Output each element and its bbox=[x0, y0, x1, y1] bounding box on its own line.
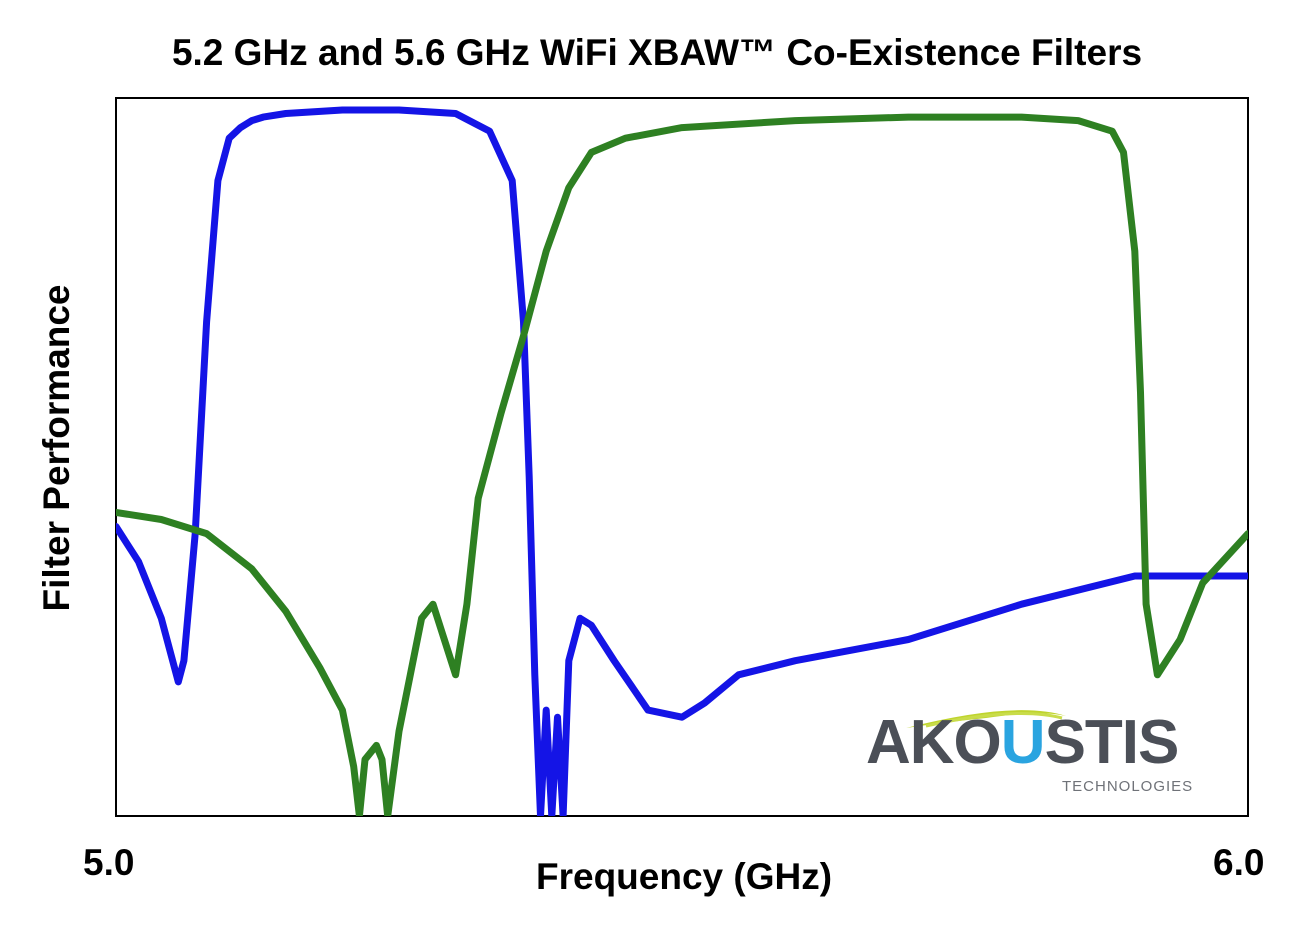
x-tick-label-min: 5.0 bbox=[83, 842, 135, 883]
series-layer bbox=[116, 106, 1248, 816]
series-line-2 bbox=[116, 113, 1248, 816]
series-line-1 bbox=[116, 106, 1248, 816]
logo-word-right: STIS bbox=[1044, 708, 1180, 777]
logo-word-u: U bbox=[1000, 708, 1046, 777]
x-axis-label: Frequency (GHz) bbox=[536, 856, 833, 897]
logo-swoosh-icon bbox=[906, 710, 1066, 728]
akoustis-logo: AKOUSTIS TECHNOLOGIES bbox=[866, 704, 1218, 796]
chart-title: 5.2 GHz and 5.6 GHz WiFi XBAW™ Co-Existe… bbox=[171, 32, 1143, 73]
logo-word-left: AKO bbox=[866, 708, 1002, 777]
x-tick-label-max: 6.0 bbox=[1213, 842, 1265, 883]
logo-wordmark: AKOUSTIS bbox=[866, 712, 1179, 774]
logo-subtitle: TECHNOLOGIES bbox=[1062, 778, 1194, 795]
plot-frame bbox=[115, 97, 1249, 817]
